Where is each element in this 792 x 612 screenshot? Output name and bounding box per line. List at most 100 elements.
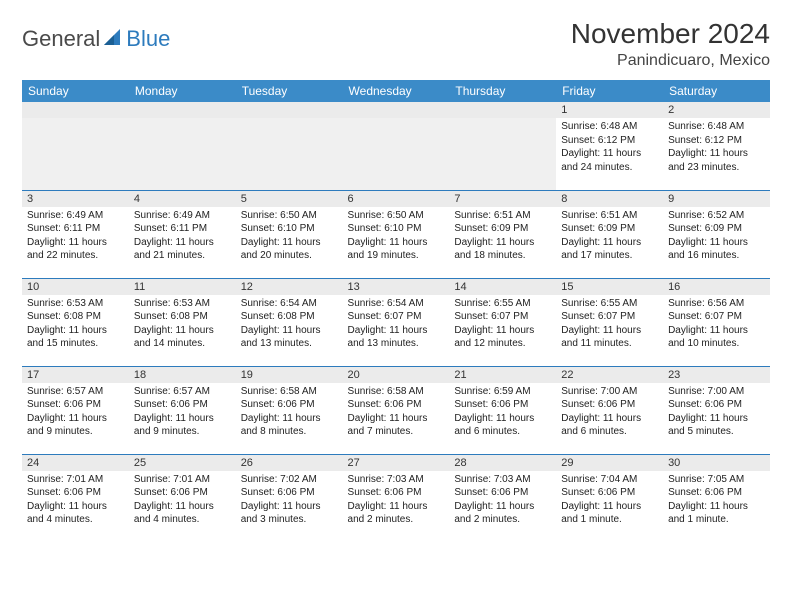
day-details: Sunrise: 6:55 AMSunset: 6:07 PMDaylight:… [556,295,663,355]
day-cell: 1Sunrise: 6:48 AMSunset: 6:12 PMDaylight… [556,102,663,190]
day-number: 1 [556,102,663,118]
day-cell: 28Sunrise: 7:03 AMSunset: 6:06 PMDayligh… [449,454,556,542]
calendar-body: 1Sunrise: 6:48 AMSunset: 6:12 PMDaylight… [22,102,770,542]
calendar-row: 3Sunrise: 6:49 AMSunset: 6:11 PMDaylight… [22,190,770,278]
day-number: 15 [556,279,663,295]
day-cell: 14Sunrise: 6:55 AMSunset: 6:07 PMDayligh… [449,278,556,366]
day-cell: 15Sunrise: 6:55 AMSunset: 6:07 PMDayligh… [556,278,663,366]
day-details: Sunrise: 7:00 AMSunset: 6:06 PMDaylight:… [663,383,770,443]
day-cell: 5Sunrise: 6:50 AMSunset: 6:10 PMDaylight… [236,190,343,278]
day-details: Sunrise: 6:50 AMSunset: 6:10 PMDaylight:… [343,207,450,267]
day-number: 8 [556,191,663,207]
logo-text-general: General [22,26,100,52]
logo-text-blue: Blue [126,26,170,52]
day-details: Sunrise: 7:04 AMSunset: 6:06 PMDaylight:… [556,471,663,531]
day-number: 5 [236,191,343,207]
weekday-thursday: Thursday [449,80,556,102]
day-number: 6 [343,191,450,207]
day-details: Sunrise: 7:01 AMSunset: 6:06 PMDaylight:… [129,471,236,531]
day-number: 7 [449,191,556,207]
day-number: 24 [22,455,129,471]
calendar-row: 10Sunrise: 6:53 AMSunset: 6:08 PMDayligh… [22,278,770,366]
day-number: 14 [449,279,556,295]
day-cell: 9Sunrise: 6:52 AMSunset: 6:09 PMDaylight… [663,190,770,278]
day-cell: 3Sunrise: 6:49 AMSunset: 6:11 PMDaylight… [22,190,129,278]
day-cell: 22Sunrise: 7:00 AMSunset: 6:06 PMDayligh… [556,366,663,454]
title-block: November 2024 Panindicuaro, Mexico [571,18,770,70]
day-details: Sunrise: 6:58 AMSunset: 6:06 PMDaylight:… [236,383,343,443]
day-cell: 30Sunrise: 7:05 AMSunset: 6:06 PMDayligh… [663,454,770,542]
day-details: Sunrise: 6:57 AMSunset: 6:06 PMDaylight:… [129,383,236,443]
day-details: Sunrise: 6:52 AMSunset: 6:09 PMDaylight:… [663,207,770,267]
day-details: Sunrise: 6:56 AMSunset: 6:07 PMDaylight:… [663,295,770,355]
day-cell: 24Sunrise: 7:01 AMSunset: 6:06 PMDayligh… [22,454,129,542]
day-cell: 26Sunrise: 7:02 AMSunset: 6:06 PMDayligh… [236,454,343,542]
day-details: Sunrise: 6:49 AMSunset: 6:11 PMDaylight:… [129,207,236,267]
calendar-row: 24Sunrise: 7:01 AMSunset: 6:06 PMDayligh… [22,454,770,542]
day-number: 20 [343,367,450,383]
day-cell: 11Sunrise: 6:53 AMSunset: 6:08 PMDayligh… [129,278,236,366]
day-number: 17 [22,367,129,383]
day-details: Sunrise: 6:49 AMSunset: 6:11 PMDaylight:… [22,207,129,267]
weekday-tuesday: Tuesday [236,80,343,102]
day-cell: 19Sunrise: 6:58 AMSunset: 6:06 PMDayligh… [236,366,343,454]
day-details: Sunrise: 6:53 AMSunset: 6:08 PMDaylight:… [22,295,129,355]
weekday-monday: Monday [129,80,236,102]
header: General Blue November 2024 Panindicuaro,… [22,18,770,70]
day-number: 3 [22,191,129,207]
day-cell: 7Sunrise: 6:51 AMSunset: 6:09 PMDaylight… [449,190,556,278]
day-number: 22 [556,367,663,383]
day-cell: 18Sunrise: 6:57 AMSunset: 6:06 PMDayligh… [129,366,236,454]
day-number: 27 [343,455,450,471]
empty-cell [449,102,556,190]
day-details: Sunrise: 6:51 AMSunset: 6:09 PMDaylight:… [556,207,663,267]
day-number: 18 [129,367,236,383]
weekday-friday: Friday [556,80,663,102]
day-cell: 13Sunrise: 6:54 AMSunset: 6:07 PMDayligh… [343,278,450,366]
day-details: Sunrise: 6:54 AMSunset: 6:08 PMDaylight:… [236,295,343,355]
day-number: 11 [129,279,236,295]
day-cell: 4Sunrise: 6:49 AMSunset: 6:11 PMDaylight… [129,190,236,278]
day-details: Sunrise: 6:57 AMSunset: 6:06 PMDaylight:… [22,383,129,443]
day-details: Sunrise: 7:00 AMSunset: 6:06 PMDaylight:… [556,383,663,443]
weekday-header-row: Sunday Monday Tuesday Wednesday Thursday… [22,80,770,102]
empty-cell [343,102,450,190]
day-cell: 27Sunrise: 7:03 AMSunset: 6:06 PMDayligh… [343,454,450,542]
day-details: Sunrise: 6:53 AMSunset: 6:08 PMDaylight:… [129,295,236,355]
day-cell: 20Sunrise: 6:58 AMSunset: 6:06 PMDayligh… [343,366,450,454]
day-number: 9 [663,191,770,207]
day-number: 29 [556,455,663,471]
day-cell: 29Sunrise: 7:04 AMSunset: 6:06 PMDayligh… [556,454,663,542]
empty-cell [129,102,236,190]
day-number: 2 [663,102,770,118]
day-number: 26 [236,455,343,471]
weekday-saturday: Saturday [663,80,770,102]
day-details: Sunrise: 6:50 AMSunset: 6:10 PMDaylight:… [236,207,343,267]
empty-daynum [343,102,450,118]
empty-daynum [449,102,556,118]
day-details: Sunrise: 7:02 AMSunset: 6:06 PMDaylight:… [236,471,343,531]
logo: General Blue [22,18,170,52]
day-details: Sunrise: 7:05 AMSunset: 6:06 PMDaylight:… [663,471,770,531]
day-cell: 21Sunrise: 6:59 AMSunset: 6:06 PMDayligh… [449,366,556,454]
empty-daynum [129,102,236,118]
day-number: 10 [22,279,129,295]
day-number: 25 [129,455,236,471]
day-number: 12 [236,279,343,295]
calendar-page: General Blue November 2024 Panindicuaro,… [0,0,792,560]
location: Panindicuaro, Mexico [571,52,770,70]
day-details: Sunrise: 7:03 AMSunset: 6:06 PMDaylight:… [343,471,450,531]
day-number: 16 [663,279,770,295]
day-cell: 8Sunrise: 6:51 AMSunset: 6:09 PMDaylight… [556,190,663,278]
logo-sail-icon [102,27,124,52]
day-number: 13 [343,279,450,295]
day-details: Sunrise: 6:54 AMSunset: 6:07 PMDaylight:… [343,295,450,355]
empty-cell [22,102,129,190]
day-details: Sunrise: 6:59 AMSunset: 6:06 PMDaylight:… [449,383,556,443]
day-number: 19 [236,367,343,383]
day-details: Sunrise: 7:03 AMSunset: 6:06 PMDaylight:… [449,471,556,531]
day-cell: 10Sunrise: 6:53 AMSunset: 6:08 PMDayligh… [22,278,129,366]
day-cell: 17Sunrise: 6:57 AMSunset: 6:06 PMDayligh… [22,366,129,454]
day-cell: 25Sunrise: 7:01 AMSunset: 6:06 PMDayligh… [129,454,236,542]
month-title: November 2024 [571,18,770,50]
